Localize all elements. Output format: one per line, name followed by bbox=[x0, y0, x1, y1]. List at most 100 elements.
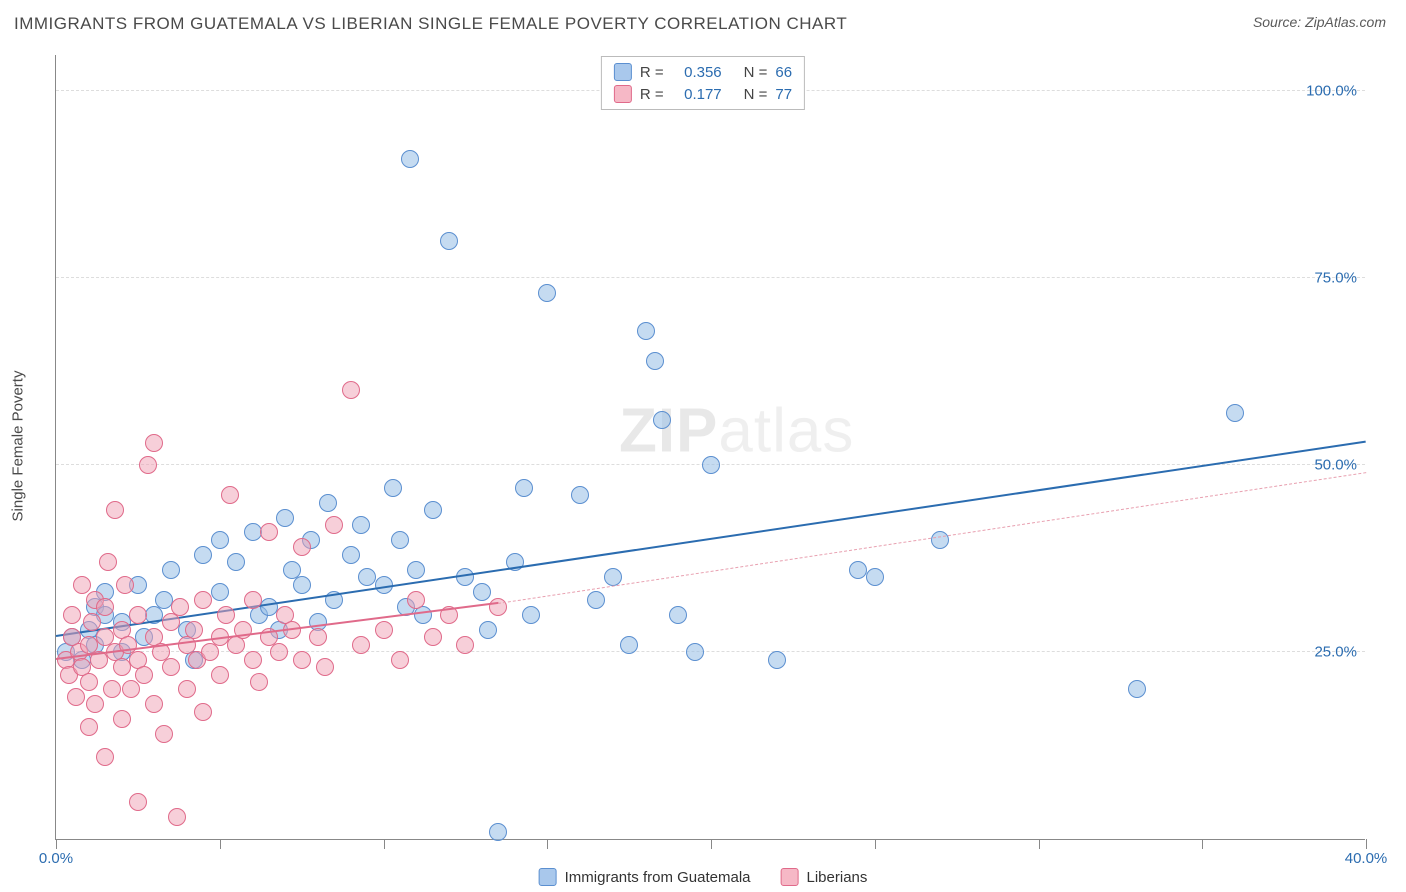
x-tick bbox=[1039, 839, 1040, 849]
y-tick-label: 50.0% bbox=[1314, 457, 1357, 474]
data-point-liberians bbox=[407, 591, 425, 609]
data-point-liberians bbox=[116, 576, 134, 594]
data-point-liberians bbox=[316, 658, 334, 676]
legend-n-value: 66 bbox=[775, 64, 792, 81]
x-tick bbox=[1366, 839, 1367, 849]
data-point-guatemala bbox=[194, 546, 212, 564]
data-point-guatemala bbox=[669, 606, 687, 624]
data-point-liberians bbox=[113, 658, 131, 676]
data-point-guatemala bbox=[407, 561, 425, 579]
data-point-guatemala bbox=[384, 479, 402, 497]
data-point-liberians bbox=[221, 486, 239, 504]
data-point-liberians bbox=[244, 591, 262, 609]
data-point-guatemala bbox=[1226, 404, 1244, 422]
legend-swatch bbox=[781, 868, 799, 886]
legend-swatch bbox=[614, 63, 632, 81]
data-point-guatemala bbox=[424, 501, 442, 519]
data-point-liberians bbox=[129, 606, 147, 624]
legend-r-label: R = bbox=[640, 86, 664, 103]
data-point-guatemala bbox=[931, 531, 949, 549]
data-point-guatemala bbox=[646, 352, 664, 370]
x-tick-label: 40.0% bbox=[1345, 850, 1388, 867]
data-point-liberians bbox=[96, 748, 114, 766]
data-point-guatemala bbox=[319, 494, 337, 512]
data-point-liberians bbox=[194, 591, 212, 609]
data-point-guatemala bbox=[456, 568, 474, 586]
data-point-guatemala bbox=[653, 411, 671, 429]
plot-area: ZIPatlas 25.0%50.0%75.0%100.0%0.0%40.0% bbox=[55, 55, 1365, 840]
data-point-liberians bbox=[244, 651, 262, 669]
data-point-liberians bbox=[129, 793, 147, 811]
data-point-liberians bbox=[391, 651, 409, 669]
data-point-guatemala bbox=[162, 561, 180, 579]
data-point-liberians bbox=[135, 666, 153, 684]
data-point-liberians bbox=[325, 516, 343, 534]
data-point-liberians bbox=[260, 523, 278, 541]
data-point-liberians bbox=[424, 628, 442, 646]
data-point-guatemala bbox=[293, 576, 311, 594]
data-point-liberians bbox=[309, 628, 327, 646]
data-point-liberians bbox=[352, 636, 370, 654]
data-point-guatemala bbox=[358, 568, 376, 586]
data-point-liberians bbox=[342, 381, 360, 399]
data-point-liberians bbox=[168, 808, 186, 826]
data-point-guatemala bbox=[768, 651, 786, 669]
data-point-guatemala bbox=[401, 150, 419, 168]
data-point-guatemala bbox=[276, 509, 294, 527]
watermark-light: atlas bbox=[718, 397, 854, 466]
legend-correlation-row: R =0.177N =77 bbox=[614, 83, 792, 105]
y-tick-label: 25.0% bbox=[1314, 644, 1357, 661]
data-point-guatemala bbox=[479, 621, 497, 639]
data-point-liberians bbox=[145, 434, 163, 452]
gridline bbox=[56, 277, 1365, 278]
data-point-liberians bbox=[122, 680, 140, 698]
legend-r-value: 0.356 bbox=[672, 64, 722, 81]
data-point-guatemala bbox=[587, 591, 605, 609]
data-point-liberians bbox=[73, 576, 91, 594]
data-point-liberians bbox=[139, 456, 157, 474]
data-point-guatemala bbox=[352, 516, 370, 534]
data-point-guatemala bbox=[440, 232, 458, 250]
data-point-guatemala bbox=[702, 456, 720, 474]
data-point-liberians bbox=[293, 538, 311, 556]
data-point-guatemala bbox=[473, 583, 491, 601]
x-tick bbox=[547, 839, 548, 849]
data-point-guatemala bbox=[260, 598, 278, 616]
legend-series-item: Liberians bbox=[781, 868, 868, 886]
data-point-guatemala bbox=[522, 606, 540, 624]
data-point-liberians bbox=[63, 606, 81, 624]
data-point-liberians bbox=[171, 598, 189, 616]
legend-n-label: N = bbox=[744, 86, 768, 103]
data-point-liberians bbox=[194, 703, 212, 721]
legend-series-label: Liberians bbox=[807, 869, 868, 886]
trend-line bbox=[498, 472, 1366, 604]
data-point-liberians bbox=[83, 613, 101, 631]
watermark: ZIPatlas bbox=[619, 396, 854, 467]
data-point-liberians bbox=[99, 553, 117, 571]
data-point-liberians bbox=[113, 710, 131, 728]
data-point-guatemala bbox=[538, 284, 556, 302]
data-point-guatemala bbox=[620, 636, 638, 654]
legend-correlation: R = 0.356 N = 66 R =0.177N =77 bbox=[601, 56, 805, 110]
watermark-bold: ZIP bbox=[619, 397, 718, 466]
y-tick-label: 100.0% bbox=[1306, 83, 1357, 100]
data-point-liberians bbox=[250, 673, 268, 691]
legend-series-item: Immigrants from Guatemala bbox=[539, 868, 751, 886]
data-point-guatemala bbox=[489, 823, 507, 841]
data-point-guatemala bbox=[571, 486, 589, 504]
x-tick bbox=[220, 839, 221, 849]
data-point-liberians bbox=[217, 606, 235, 624]
legend-n-label: N = bbox=[744, 64, 768, 81]
data-point-liberians bbox=[155, 725, 173, 743]
legend-swatch bbox=[614, 85, 632, 103]
y-tick-label: 75.0% bbox=[1314, 270, 1357, 287]
data-point-liberians bbox=[456, 636, 474, 654]
x-tick bbox=[384, 839, 385, 849]
data-point-guatemala bbox=[244, 523, 262, 541]
data-point-guatemala bbox=[849, 561, 867, 579]
data-point-guatemala bbox=[155, 591, 173, 609]
legend-correlation-row: R =0.356N =66 bbox=[614, 61, 792, 83]
data-point-liberians bbox=[103, 680, 121, 698]
data-point-liberians bbox=[106, 501, 124, 519]
data-point-guatemala bbox=[515, 479, 533, 497]
